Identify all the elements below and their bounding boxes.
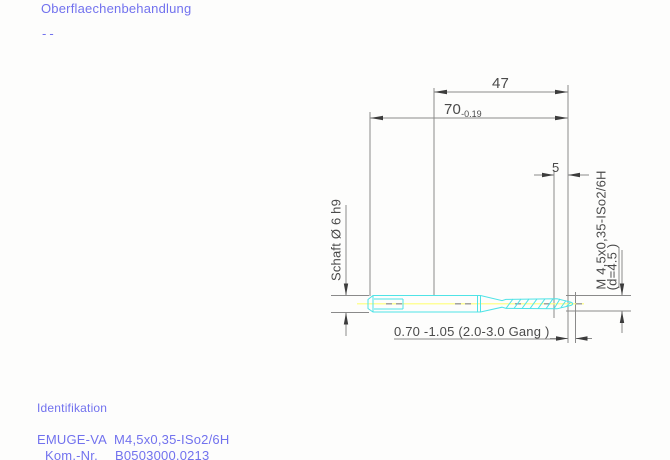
tap-tool-geometry: [367, 295, 574, 313]
arrow-5-right: [568, 172, 580, 178]
flute-line: [537, 298, 546, 309]
arrow-chamfer-left: [556, 336, 568, 341]
flute-line: [560, 300, 567, 308]
manufacturer-series-label: EMUGE-VA: [37, 432, 107, 447]
arrow-70-right: [555, 115, 568, 121]
thread-flutes: [505, 298, 571, 310]
flute-line: [505, 298, 514, 309]
flute-line: [553, 298, 561, 310]
thread-designation-value: M4,5x0,35-ISo2/6H: [114, 432, 230, 447]
arrow-5-left: [542, 172, 554, 178]
commission-number-label: Kom.-Nr.: [45, 448, 98, 460]
identification-row-type: EMUGE-VA M4,5x0,35-ISo2/6H: [37, 432, 229, 447]
chamfer-length-note: 0.70 -1.05 (2.0-3.0 Gang ): [394, 324, 550, 339]
flute-line: [529, 298, 538, 309]
dim-47-label: 47: [492, 75, 510, 92]
dimension-lines: [331, 85, 631, 343]
thread-diameter-note: (d=4.5 ): [604, 243, 620, 291]
arrow-47-left: [434, 89, 447, 95]
identification-label: Identifikation: [37, 401, 108, 415]
surface-treatment-value: --: [42, 26, 57, 41]
dim-70-label: 70-0.19: [444, 101, 482, 119]
tool-outline: [367, 295, 574, 313]
arrow-47-right: [555, 89, 568, 95]
arrow-70-left: [370, 115, 383, 121]
flute-line: [521, 298, 530, 309]
dim-5-label: 5: [552, 160, 560, 175]
arrow-thread-dia-top: [619, 283, 625, 296]
dim-70-tolerance: -0.19: [461, 109, 482, 119]
shank-diameter-label: Schaft Ø 6 h9: [328, 198, 344, 282]
surface-treatment-label: Oberflaechenbehandlung: [41, 1, 192, 16]
flute-line: [513, 298, 522, 309]
arrow-thread-dia-bottom: [619, 311, 625, 323]
arrow-chamfer-right: [575, 336, 588, 341]
identification-row-number: Kom.-Nr. B0503000.0213: [45, 448, 209, 460]
flute-line: [545, 298, 554, 310]
dimension-arrowheads: [343, 89, 625, 341]
dim-70-value: 70: [444, 101, 462, 118]
arrow-shank-top: [343, 283, 349, 296]
commission-number-value: B0503000.0213: [115, 448, 210, 460]
flute-line: [566, 301, 571, 307]
arrow-shank-bottom: [343, 312, 349, 325]
